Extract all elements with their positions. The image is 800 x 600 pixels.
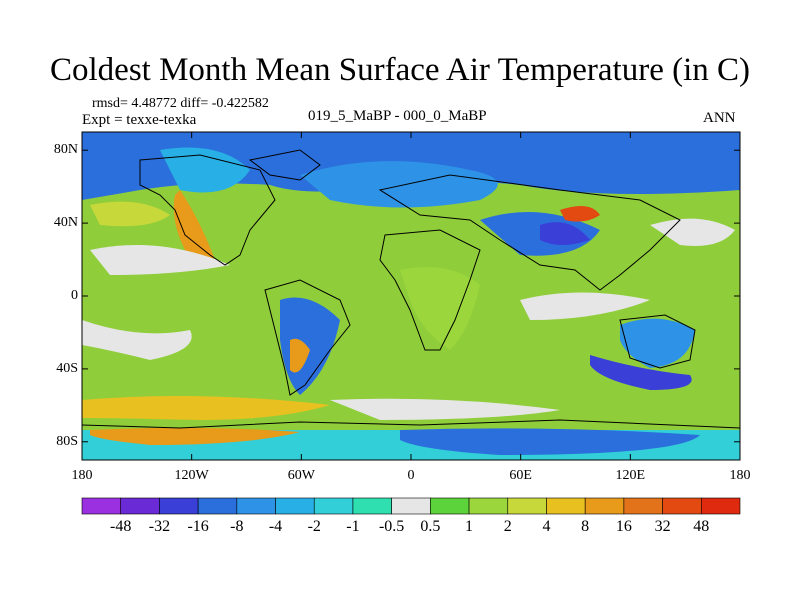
map-field (82, 132, 740, 460)
colorbar (81, 497, 741, 515)
colorbar-label: -4 (268, 518, 283, 535)
colorbar-label: 4 (542, 518, 551, 535)
lon-tick-label: 0 (407, 468, 415, 483)
lon-tick-label: 60E (509, 468, 532, 483)
tibet-cold (540, 222, 590, 245)
north-pacific-warm (90, 201, 170, 227)
colorbar-swatch (662, 497, 702, 515)
colorbar-label: 2 (503, 518, 512, 535)
colorbar-label: -2 (307, 518, 321, 535)
north-america-coast (139, 154, 276, 266)
africa-mild (400, 267, 480, 350)
colorbar-swatch (391, 497, 431, 515)
case-label: 019_5_MaBP - 000_0_MaBP (308, 108, 487, 124)
colorbar-swatch (275, 497, 315, 515)
colorbar-swatch (81, 497, 122, 515)
colorbar-swatch (623, 497, 663, 515)
australia-cool (620, 318, 695, 368)
experiment-label: Expt = texxe-texka (82, 112, 197, 128)
southern-neutral-band (330, 398, 560, 420)
indian-ocean-neutral-band (520, 292, 650, 320)
south-indian-ocean-cold (590, 355, 692, 390)
colorbar-label: 8 (581, 518, 590, 535)
colorbar-label: -8 (230, 518, 244, 535)
lat-tick-label: 40N (53, 215, 78, 231)
map-ticks (81, 132, 741, 460)
southern-ocean-warm-band (82, 396, 330, 420)
rmsd-diff-stats: rmsd= 4.48772 diff= -0.422582 (92, 96, 269, 111)
colorbar-label: 1 (465, 518, 474, 535)
colorbar-label: -32 (148, 518, 171, 535)
colorbar-swatch (584, 497, 625, 515)
colorbar-label: -48 (110, 518, 132, 535)
colorbar-swatch (197, 497, 238, 515)
africa-coast (379, 229, 481, 351)
colorbar-swatch (700, 497, 741, 515)
west-antarctica-warm (90, 427, 300, 445)
lon-tick-label: 60W (287, 468, 315, 483)
colorbar-label: -0.5 (378, 518, 405, 535)
lon-tick-label: 120E (615, 468, 646, 483)
colorbar-swatch (236, 497, 276, 515)
eurasia-coast (378, 174, 681, 291)
colorbar-swatch (352, 497, 392, 515)
colorbar-label: -16 (187, 518, 209, 535)
colorbar-label: 48 (693, 518, 710, 535)
south-pacific-neutral-band (82, 320, 192, 360)
lat-tick-label: 40S (56, 360, 78, 376)
western-us-warm (173, 190, 215, 268)
lon-tick-label: 180 (729, 468, 751, 483)
antarctica-coast (82, 419, 740, 429)
colorbar-label: -1 (346, 518, 360, 535)
lon-tick-label: 120W (174, 468, 209, 483)
west-pacific-neutral (650, 218, 735, 246)
lat-tick-label: 80S (56, 433, 78, 449)
south-america-coast (264, 279, 351, 396)
colorbar-swatch (546, 497, 586, 515)
colorbar-label: 0.5 (420, 518, 441, 535)
colorbar-swatch (507, 497, 547, 515)
andes-warm (290, 338, 310, 373)
colorbar-swatch (468, 497, 509, 515)
australia-coast (619, 314, 696, 369)
coastlines (82, 149, 740, 429)
map-title: Coldest Month Mean Surface Air Temperatu… (50, 52, 750, 88)
colorbar-label: 16 (615, 518, 632, 535)
colorbar-swatch (159, 497, 199, 515)
colorbar-label: 32 (654, 518, 671, 535)
colorbar-swatch (430, 497, 470, 515)
lat-tick-label: 0 (71, 288, 78, 303)
north-america-cool (160, 147, 250, 193)
lat-tick-label: 80N (53, 142, 78, 158)
colorbar-swatch (120, 497, 160, 515)
lon-tick-label: 180 (71, 468, 93, 483)
greenland-coast (248, 149, 321, 181)
colorbar-swatch (313, 497, 354, 515)
season-label: ANN (703, 110, 736, 126)
asia-hot-spot (560, 206, 600, 222)
north-atlantic-cool (300, 161, 498, 208)
pacific-neutral-band (90, 245, 230, 275)
east-antarctica-cold (400, 428, 700, 455)
